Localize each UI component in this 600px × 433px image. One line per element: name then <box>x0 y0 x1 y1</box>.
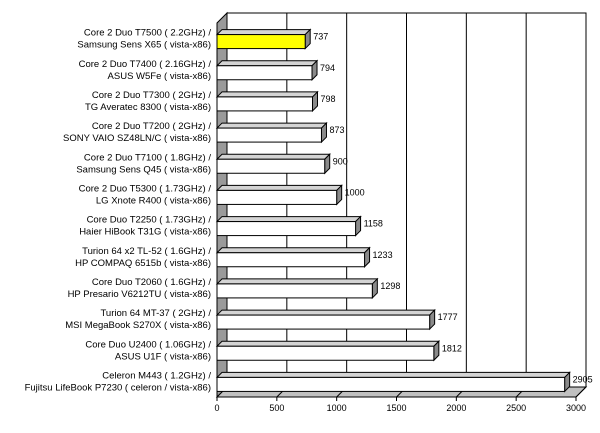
category-label: MSI MegaBook S270X ( vista-x86) <box>65 320 211 331</box>
bar-face <box>216 189 338 205</box>
bar-top <box>215 60 319 67</box>
bars <box>215 28 571 393</box>
x-tick-label: 3000 <box>566 403 586 413</box>
bar <box>215 215 362 237</box>
bar-value-label: 1000 <box>345 187 365 197</box>
bar-face <box>216 96 313 112</box>
category-label: Core Duo T2250 ( 1.73GHz) / <box>87 215 212 226</box>
bar-face <box>216 65 313 81</box>
category-label: Fujitsu LifeBook P7230 ( celeron / vista… <box>25 382 211 393</box>
category-label: ASUS U1F ( vista-x86) <box>115 351 211 362</box>
bar <box>215 277 379 300</box>
x-tick-label: 0 <box>214 403 219 413</box>
category-label: Core 2 Duo T7100 ( 1.8GHz) / <box>84 152 211 163</box>
bar-top <box>215 309 436 316</box>
bar-value-label: 1777 <box>438 312 458 322</box>
category-label: Core 2 Duo T7400 ( 2.16GHz) / <box>79 59 212 70</box>
bar-value-label: 794 <box>320 63 335 73</box>
value-labels: 737 794 798 873 900 1000 1158 1233 1298 1777 1812 2… <box>313 32 592 385</box>
bar-face <box>216 252 366 268</box>
floor-grid-line <box>575 386 587 398</box>
bar <box>215 28 312 50</box>
bar-value-label: 1812 <box>442 343 462 353</box>
category-label: Samsung Sens X65 ( vista-x86) <box>77 40 211 51</box>
x-axis-ticks: 0 500 1000 1500 2000 2500 3000 <box>214 23 586 413</box>
category-label: TG Averatec 8300 ( vista-x86) <box>85 102 211 113</box>
bar-face <box>216 221 357 237</box>
bar-value-label: 1233 <box>373 250 393 260</box>
bar <box>215 59 319 81</box>
category-label: Core Duo U2400 ( 1.06GHz) / <box>85 339 211 350</box>
bar-value-label: 2905 <box>573 374 593 384</box>
bar-face <box>216 314 431 330</box>
category-label: Core 2 Duo T5300 ( 1.73GHz) / <box>79 183 212 194</box>
category-labels: Core 2 Duo T7500 ( 2.2GHz) /Samsung Sens… <box>25 28 212 394</box>
bar-top <box>215 278 379 285</box>
bar-value-label: 873 <box>329 125 344 135</box>
bar-face <box>216 158 326 174</box>
x-tick-label: 1500 <box>386 403 406 413</box>
bar-value-label: 1158 <box>364 219 383 229</box>
bar-face <box>216 34 306 50</box>
x-tick-label: 500 <box>269 403 284 413</box>
bar-top <box>215 91 319 98</box>
bar <box>215 121 328 144</box>
bar-top <box>215 371 571 378</box>
bar <box>215 90 319 113</box>
bar-value-label: 900 <box>333 156 348 166</box>
category-label: Turion 64 x2 TL-52 ( 1.6GHz) / <box>82 246 211 257</box>
bar <box>215 371 571 393</box>
category-label: Core 2 Duo T7200 ( 2GHz) / <box>92 121 212 132</box>
bar <box>215 340 441 362</box>
category-label: Samsung Sens Q45 ( vista-x86) <box>76 164 211 175</box>
category-label: HP Presario V6212TU ( vista-x86) <box>68 289 211 300</box>
category-label: LG Xnote R400 ( vista-x86) <box>96 195 211 206</box>
bar-face <box>216 345 435 361</box>
category-label: Core 2 Duo T7500 ( 2.2GHz) / <box>84 28 211 39</box>
bar-top <box>215 29 312 36</box>
bar-value-label: 737 <box>313 32 328 42</box>
bar-face <box>216 376 566 392</box>
x-tick-label: 1000 <box>327 403 347 413</box>
category-label: ASUS W5Fe ( vista-x86) <box>108 71 211 82</box>
bar-top <box>215 184 343 191</box>
category-label: Haier HiBook T31G ( vista-x86) <box>79 227 211 238</box>
bar-top <box>215 340 441 347</box>
category-label: Core 2 Duo T7300 ( 2GHz) / <box>92 90 212 101</box>
bar <box>215 184 343 206</box>
bar-top <box>215 122 328 129</box>
category-label: Core Duo T2060 ( 1.6GHz) / <box>92 277 212 288</box>
category-label: Celeron M443 ( 1.2GHz) / <box>102 370 211 381</box>
bar <box>215 153 331 175</box>
bar-top <box>215 153 331 160</box>
bar-value-label: 798 <box>320 94 335 104</box>
bar-face <box>216 127 322 143</box>
bar <box>215 246 371 268</box>
bar-value-label: 1298 <box>380 281 400 291</box>
category-label: SONY VAIO SZ48LN/C ( vista-x86) <box>63 133 211 144</box>
bar-face <box>216 283 373 299</box>
bar-top <box>215 247 371 254</box>
bar-top <box>215 216 362 223</box>
x-tick-label: 2000 <box>446 403 466 413</box>
category-label: HP COMPAQ 6515b ( vista-x86) <box>75 258 211 269</box>
category-label: Turion 64 MT-37 ( 2GHz) / <box>100 308 211 319</box>
bar <box>215 308 436 331</box>
x-tick-label: 2500 <box>506 403 526 413</box>
